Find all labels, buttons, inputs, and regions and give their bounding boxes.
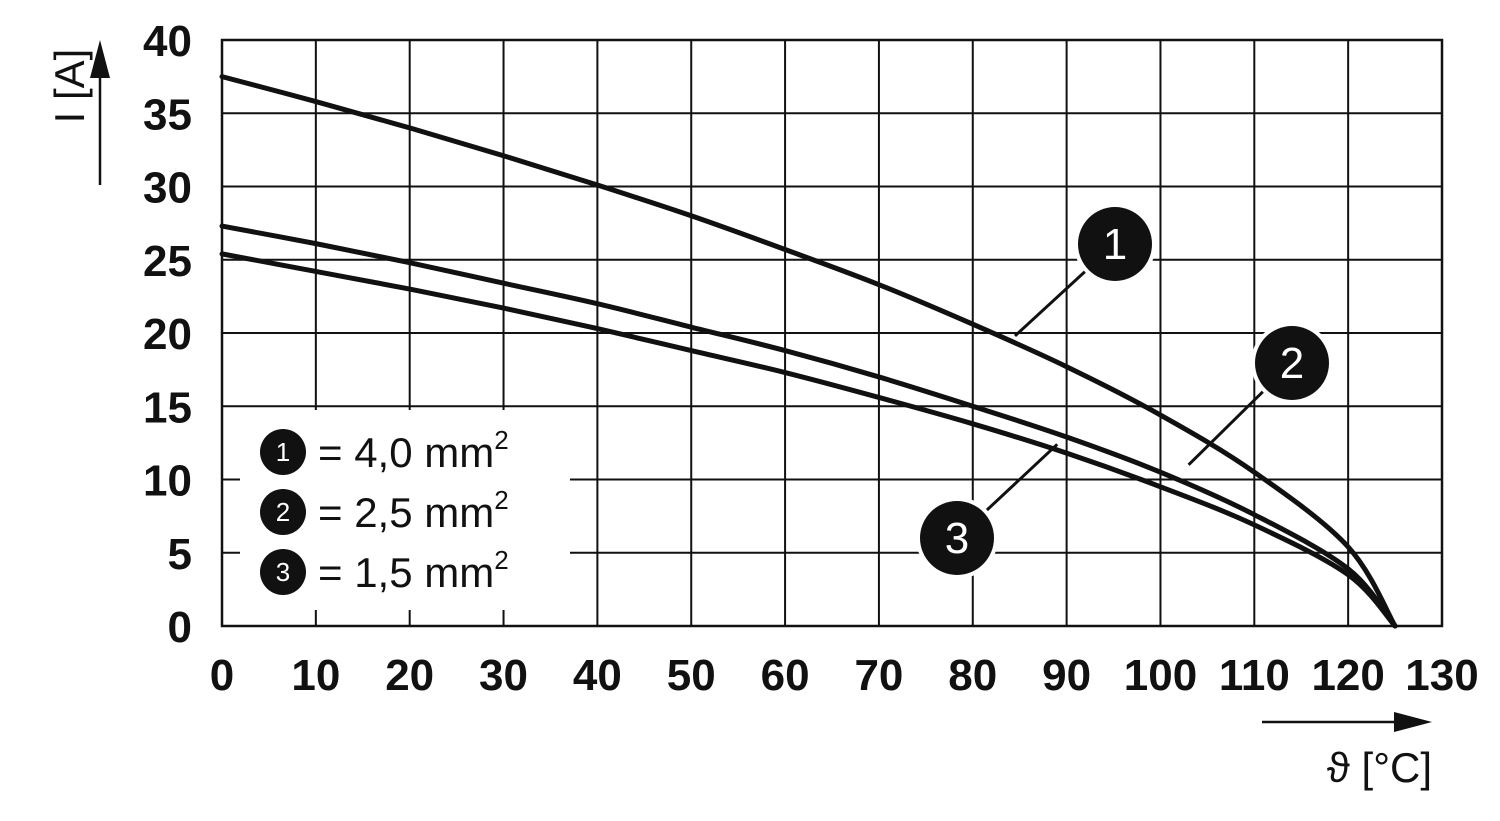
y-tick-label-0: 0 [168,603,192,652]
x-axis-label-group: ϑ [°C] [1262,712,1432,791]
x-tick-label-40: 40 [573,651,622,700]
y-axis-arrow-head [90,40,110,78]
y-tick-label-10: 10 [143,457,192,506]
x-tick-label-70: 70 [854,651,903,700]
x-tick-label-30: 30 [479,651,528,700]
y-tick-label-35: 35 [143,90,192,139]
x-axis-arrow-head [1394,712,1432,732]
legend-text-1: = 4,0 mm2 [318,425,509,476]
legend-text-3: = 1,5 mm2 [318,545,509,596]
chart-grid [220,38,1444,628]
legend-marker-1 [260,429,306,475]
legend-marker-2 [260,489,306,535]
callout-marker-label-2: 2 [1280,339,1304,388]
y-tick-label-40: 40 [143,17,192,66]
x-tick-label-50: 50 [667,651,716,700]
y-axis-label: I [A] [46,49,93,124]
legend-item-2: 2 = 2,5 mm2 [260,485,509,536]
x-tick-label-90: 90 [1042,651,1091,700]
legend-item-3: 3 = 1,5 mm2 [260,545,509,596]
legend-item-1: 1 = 4,0 mm2 [260,425,509,476]
x-tick-label-0: 0 [210,651,234,700]
legend-text-2: = 2,5 mm2 [318,485,509,536]
y-tick-label-5: 5 [168,530,192,579]
x-tick-label-60: 60 [761,651,810,700]
x-axis-ticks: 0 10 20 30 40 50 60 70 80 90 100 110 120 130 [210,651,1479,700]
x-tick-label-100: 100 [1124,651,1197,700]
x-axis-label: ϑ [°C] [1327,744,1432,791]
y-tick-label-25: 25 [143,237,192,286]
legend-marker-3-label: 3 [276,557,290,587]
y-tick-label-15: 15 [143,383,192,432]
callout-marker-2 [1255,326,1329,400]
callout-marker-3 [920,501,994,575]
callout-marker-label-1: 1 [1103,220,1127,269]
series-callouts: 1 2 3 [916,203,1333,579]
x-tick-label-120: 120 [1311,651,1384,700]
legend-marker-1-label: 1 [276,437,290,467]
y-axis-ticks: 0 5 10 15 20 25 30 35 40 [143,17,192,652]
x-tick-label-110: 110 [1219,651,1290,700]
x-tick-label-80: 80 [948,651,997,700]
plot-frame [220,38,1444,628]
x-tick-label-10: 10 [291,651,340,700]
series-line-3 [219,251,1398,629]
callout-marker-label-3: 3 [945,514,969,563]
chart-series [219,74,1398,629]
legend-marker-3 [260,549,306,595]
y-axis-label-group: I [A] [46,40,110,185]
legend-marker-2-label: 2 [276,497,290,527]
y-tick-label-30: 30 [143,164,192,213]
x-tick-label-20: 20 [385,651,434,700]
series-line-2 [219,223,1398,629]
chart-legend: 1 = 4,0 mm2 2 = 2,5 mm2 3 = 1,5 mm2 [240,410,570,610]
x-tick-label-130: 130 [1405,651,1478,700]
callout-marker-1 [1078,207,1152,281]
y-tick-label-20: 20 [143,310,192,359]
series-line-1 [219,74,1398,629]
